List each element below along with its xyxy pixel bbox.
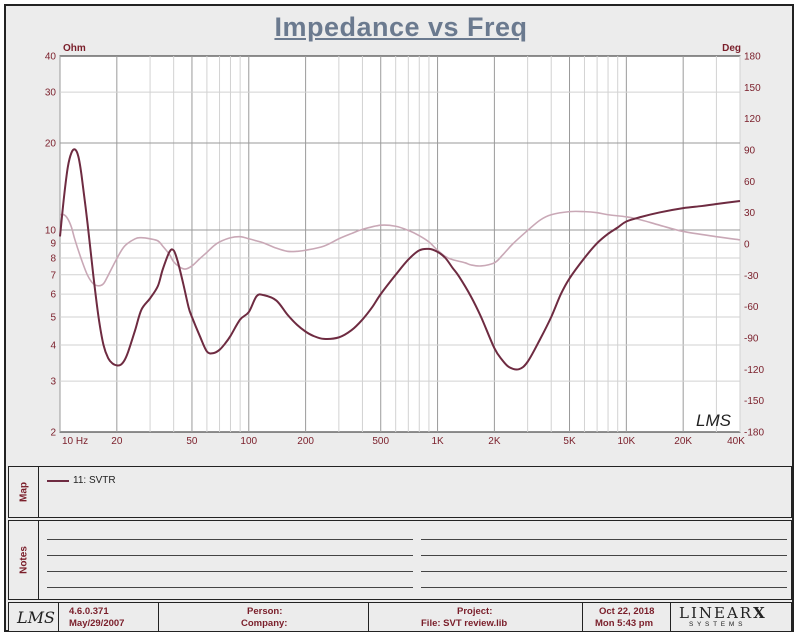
x-tick-label: 10 Hz (62, 436, 88, 447)
y-right-tick-label: 0 (744, 240, 750, 251)
file-label: File: SVT review.lib (421, 618, 508, 629)
company-label: Company: (241, 618, 288, 629)
y-left-tick-label: 8 (50, 254, 56, 265)
version-number: 4.6.0.371 (69, 606, 109, 617)
notes-line (47, 587, 413, 588)
y-left-tick-labels: 40 30 20 10 9 8 7 6 5 4 3 2 (45, 52, 57, 439)
footer-person-cell: Person: Company: (159, 603, 369, 631)
chart-svg: 40 30 20 10 9 8 7 6 5 4 3 2 180 150 120 90 60 30 0 -30 -60 -… (45, 43, 765, 447)
brand-logo: LINEARX (679, 604, 767, 622)
chart-title: Impedance vs Freq (274, 12, 528, 42)
x-tick-label: 100 (240, 436, 257, 447)
brand-systems: S Y S T E M S (689, 621, 744, 628)
notes-line (421, 571, 787, 572)
notes-line (421, 587, 787, 588)
x-tick-label: 1K (431, 436, 444, 447)
notes-panel: Notes (8, 520, 792, 600)
notes-side-label: Notes (9, 521, 39, 599)
y-left-tick-label: 20 (45, 138, 57, 149)
footer-date: Oct 22, 2018 (599, 606, 655, 617)
footer-date-cell: Oct 22, 2018 Mon 5:43 pm (583, 603, 671, 631)
footer-brand-cell: LINEARX S Y S T E M S (671, 603, 789, 631)
y-right-tick-labels: 180 150 120 90 60 30 0 -30 -60 -90 -120 -150 -180 (744, 52, 764, 439)
y-right-tick-label: 30 (744, 208, 756, 219)
brand-x: X (753, 604, 767, 622)
legend-item: 11: SVTR (47, 475, 116, 486)
x-tick-label: 5K (563, 436, 576, 447)
y-right-unit-label: Deg (722, 43, 741, 54)
y-left-tick-label: 9 (50, 239, 56, 250)
footer-logo-cell: LMS (9, 603, 59, 631)
grid-lines (59, 56, 741, 432)
y-right-tick-label: -180 (744, 428, 764, 439)
y-right-tick-label: 90 (744, 146, 756, 157)
y-right-tick-label: -30 (744, 271, 759, 282)
x-tick-label: 500 (372, 436, 389, 447)
brand-word: LINEAR (679, 604, 754, 622)
y-right-tick-label: -150 (744, 396, 764, 407)
x-tick-labels: 10 Hz 20 50 100 200 500 1K 2K 5K 10K 20K 40K (62, 436, 745, 447)
legend-swatch (47, 479, 69, 482)
y-right-tick-label: 150 (744, 83, 761, 94)
y-right-tick-label: 180 (744, 52, 761, 63)
map-side-label: Map (9, 467, 39, 517)
impedance-series-line (59, 148, 741, 371)
map-panel: Map 11: SVTR (8, 466, 792, 518)
x-tick-label: 200 (297, 436, 314, 447)
notes-line (47, 555, 413, 556)
y-right-tick-label: 120 (744, 114, 761, 125)
x-tick-label: 10K (617, 436, 635, 447)
notes-line (47, 571, 413, 572)
x-tick-label: 50 (186, 436, 198, 447)
person-label: Person: (247, 606, 283, 617)
window-frame: Impedance vs Freq 40 30 20 10 9 8 7 6 5 4 3 2 180 15… (4, 4, 794, 632)
y-left-tick-label: 7 (50, 270, 56, 281)
footer-version-cell: 4.6.0.371 May/29/2007 (59, 603, 159, 631)
x-tick-label: 2K (488, 436, 501, 447)
y-left-tick-label: 10 (45, 225, 57, 236)
y-left-tick-label: 6 (50, 290, 56, 301)
series-group (59, 148, 741, 371)
footer-time: Mon 5:43 pm (595, 618, 654, 629)
x-tick-label: 20 (111, 436, 123, 447)
footer-bar: LMS 4.6.0.371 May/29/2007 Person: Compan… (8, 602, 792, 632)
phase-series-line (59, 210, 741, 287)
notes-line (421, 555, 787, 556)
y-left-tick-label: 5 (50, 312, 56, 323)
legend-label: 11: SVTR (73, 475, 116, 486)
y-left-tick-label: 2 (50, 428, 56, 439)
notes-line (47, 539, 413, 540)
notes-line (421, 539, 787, 540)
y-left-tick-label: 3 (50, 377, 56, 388)
x-tick-label: 20K (674, 436, 692, 447)
y-left-unit-label: Ohm (63, 43, 86, 54)
y-left-tick-label: 4 (50, 341, 56, 352)
y-right-tick-label: -90 (744, 334, 759, 345)
y-right-tick-label: -120 (744, 365, 764, 376)
y-right-tick-label: 60 (744, 177, 756, 188)
footer-project-cell: Project: File: SVT review.lib (369, 603, 583, 631)
project-label: Project: (457, 606, 493, 617)
x-tick-label: 40K (727, 436, 745, 447)
y-left-tick-label: 40 (45, 52, 57, 63)
version-date: May/29/2007 (69, 618, 125, 629)
footer-lms-logo: LMS (17, 608, 55, 627)
y-right-tick-label: -60 (744, 302, 759, 313)
y-left-tick-label: 30 (45, 88, 57, 99)
lms-watermark: LMS (696, 411, 732, 430)
